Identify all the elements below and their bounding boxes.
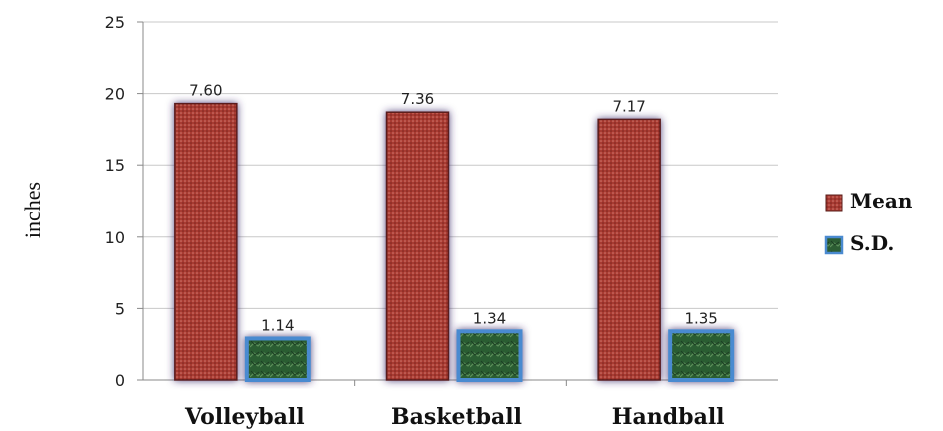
legend-swatch-sd (824, 235, 844, 255)
data-label: 7.60 (189, 82, 222, 100)
legend-label-sd: S.D. (850, 231, 894, 255)
y-tick-label: 20 (105, 85, 125, 104)
gridlines (143, 21, 778, 381)
y-tick-label: 5 (115, 299, 125, 318)
x-tick-label: Handball (612, 404, 725, 430)
y-tick-label: 10 (105, 228, 125, 247)
y-tick-label: 25 (105, 13, 125, 32)
x-tick-label: Basketball (391, 404, 522, 430)
bar-sd-handball (668, 329, 735, 383)
bars (174, 102, 735, 383)
bar-mean-basketball (385, 111, 450, 381)
axes: 0 5 10 15 20 25 (105, 13, 778, 390)
labels: 7.60 1.14 Volleyball 7.36 1.34 Basketball 7.17… (184, 82, 725, 430)
y-tick-label: 15 (105, 156, 125, 175)
bar-mean-handball (597, 118, 661, 381)
y-tick-label: 0 (115, 371, 125, 390)
data-label: 1.35 (684, 309, 717, 327)
bar-sd-volleyball (244, 336, 311, 382)
legend-swatch-mean (825, 194, 843, 212)
x-tick-label: Volleyball (184, 404, 305, 430)
y-axis-label: inches (20, 182, 45, 238)
data-label: 7.17 (612, 97, 645, 115)
legend-label-mean: Mean (850, 189, 913, 213)
data-label: 7.36 (401, 90, 434, 108)
bar-sd-basketball (456, 329, 523, 383)
data-label: 1.14 (261, 316, 294, 334)
bar-mean-volleyball (174, 102, 238, 381)
legend: Mean S.D. (824, 189, 913, 255)
data-label: 1.34 (473, 309, 506, 327)
